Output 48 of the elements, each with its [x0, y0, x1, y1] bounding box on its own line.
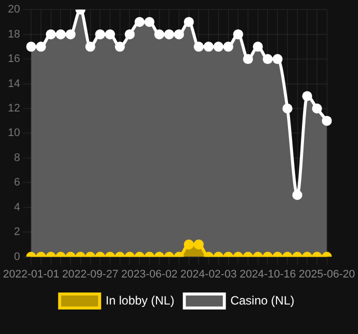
point: [104, 29, 115, 40]
point: [154, 29, 164, 40]
point: [272, 54, 283, 64]
point: [252, 42, 263, 52]
point: [46, 29, 56, 40]
point: [223, 42, 234, 52]
legend-label: Casino (NL): [230, 293, 294, 308]
x-tick-label: 2022-09-27: [62, 268, 118, 280]
x-tick-label: 2025-06-20: [298, 268, 356, 280]
x-tick-label: 2022-01-01: [2, 268, 60, 280]
point: [213, 42, 224, 52]
y-tick-label: 16: [8, 53, 20, 66]
y-tick-label: 4: [14, 201, 20, 214]
point: [114, 42, 125, 52]
y-tick-label: 10: [8, 127, 20, 140]
point: [194, 42, 204, 52]
y-tick-label: 6: [14, 176, 20, 189]
y-tick-label: 12: [8, 102, 20, 115]
x-tick-label: 2024-02-03: [180, 268, 237, 280]
y-tick-label: 18: [8, 28, 20, 40]
point: [174, 29, 184, 40]
x-tick-label: 2023-06-02: [121, 268, 178, 280]
legend-label: In lobby (NL): [106, 293, 174, 308]
point: [66, 29, 76, 40]
point: [36, 42, 46, 52]
y-tick-label: 20: [8, 4, 20, 16]
x-tick-label: 2024-10-16: [240, 268, 296, 280]
point: [243, 54, 254, 64]
point: [56, 29, 66, 40]
point: [134, 16, 145, 27]
point: [26, 42, 36, 52]
point: [164, 29, 174, 40]
y-tick-label: 2: [14, 226, 20, 238]
point: [312, 103, 322, 114]
y-tick-label: 0: [14, 250, 20, 263]
point: [85, 42, 96, 52]
point: [95, 29, 106, 40]
point: [233, 29, 244, 40]
point: [124, 29, 135, 40]
y-tick-label: 8: [14, 152, 20, 164]
y-tick-label: 14: [8, 78, 20, 90]
point: [322, 116, 332, 126]
point: [262, 54, 273, 64]
point: [144, 16, 154, 27]
point: [282, 103, 292, 114]
point: [184, 16, 194, 27]
point: [204, 42, 214, 52]
point: [302, 91, 312, 102]
